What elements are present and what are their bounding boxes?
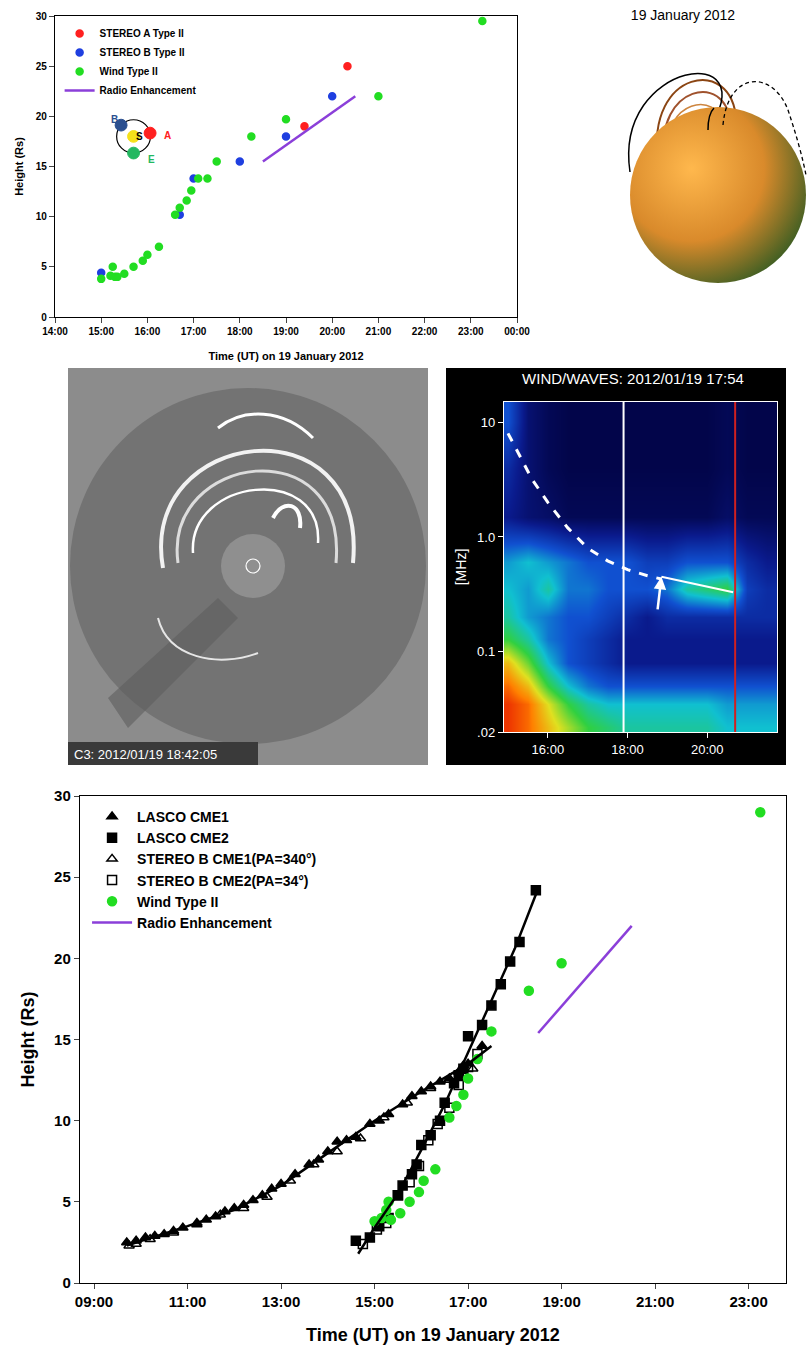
svg-text:LASCO CME1: LASCO CME1	[137, 809, 229, 825]
svg-text:1.0: 1.0	[477, 530, 495, 545]
svg-text:Radio Enhancement: Radio Enhancement	[137, 915, 272, 931]
svg-text:17:00: 17:00	[181, 326, 207, 337]
svg-text:C3: 2012/01/19 18:42:05: C3: 2012/01/19 18:42:05	[74, 747, 217, 762]
svg-text:15:00: 15:00	[355, 1293, 393, 1310]
svg-text:.02: .02	[477, 725, 495, 740]
svg-text:Time (UT) on 19 January 2012: Time (UT) on 19 January 2012	[208, 350, 363, 362]
svg-text:Height (Rs): Height (Rs)	[13, 137, 25, 196]
svg-text:15: 15	[36, 161, 48, 172]
svg-text:20: 20	[54, 950, 71, 967]
svg-text:22:00: 22:00	[412, 326, 438, 337]
svg-text:5: 5	[62, 1193, 70, 1210]
svg-text:10: 10	[481, 415, 495, 430]
svg-text:S: S	[136, 131, 143, 142]
svg-text:21:00: 21:00	[636, 1293, 674, 1310]
svg-text:19 January 2012: 19 January 2012	[631, 7, 736, 23]
svg-text:20:00: 20:00	[691, 742, 724, 757]
svg-text:20: 20	[36, 111, 48, 122]
svg-text:B: B	[111, 114, 118, 125]
svg-text:14:00: 14:00	[42, 326, 68, 337]
svg-text:18:00: 18:00	[227, 326, 253, 337]
svg-text:10: 10	[54, 1112, 71, 1129]
svg-text:16:00: 16:00	[135, 326, 161, 337]
svg-text:5: 5	[41, 261, 47, 272]
svg-text:18:00: 18:00	[611, 742, 644, 757]
svg-text:19:00: 19:00	[542, 1293, 580, 1310]
svg-text:[MHz]: [MHz]	[453, 549, 469, 586]
svg-text:23:00: 23:00	[729, 1293, 767, 1310]
svg-text:11:00: 11:00	[169, 1293, 207, 1310]
svg-text:Time (UT) on 19 January 2012: Time (UT) on 19 January 2012	[306, 1325, 560, 1345]
svg-text:Wind Type II: Wind Type II	[100, 66, 158, 77]
svg-text:LASCO CME2: LASCO CME2	[137, 830, 229, 846]
svg-text:Radio Enhancement: Radio Enhancement	[100, 85, 197, 96]
svg-text:A: A	[164, 130, 171, 141]
svg-text:STEREO B CME2(PA=34°): STEREO B CME2(PA=34°)	[137, 873, 308, 889]
svg-text:STEREO B Type II: STEREO B Type II	[100, 47, 185, 58]
svg-text:STEREO B CME1(PA=340°): STEREO B CME1(PA=340°)	[137, 851, 316, 867]
svg-text:E: E	[148, 154, 155, 165]
svg-text:20:00: 20:00	[319, 326, 345, 337]
svg-text:13:00: 13:00	[262, 1293, 300, 1310]
svg-text:Height (Rs): Height (Rs)	[18, 992, 38, 1088]
svg-text:17:00: 17:00	[449, 1293, 487, 1310]
svg-text:23:00: 23:00	[458, 326, 484, 337]
svg-text:10: 10	[36, 211, 48, 222]
svg-text:25: 25	[54, 868, 71, 885]
svg-text:STEREO A Type II: STEREO A Type II	[100, 28, 184, 39]
svg-text:Wind Type II: Wind Type II	[137, 894, 218, 910]
svg-text:21:00: 21:00	[366, 326, 392, 337]
svg-text:30: 30	[54, 787, 71, 804]
svg-text:00:00: 00:00	[504, 326, 530, 337]
svg-text:09:00: 09:00	[75, 1293, 113, 1310]
svg-text:30: 30	[36, 11, 48, 22]
svg-text:0: 0	[62, 1274, 70, 1291]
svg-text:15: 15	[54, 1031, 71, 1048]
svg-text:15:00: 15:00	[88, 326, 114, 337]
svg-text:25: 25	[36, 61, 48, 72]
svg-text:19:00: 19:00	[273, 326, 299, 337]
svg-text:WIND/WAVES: 2012/01/19 17:54: WIND/WAVES: 2012/01/19 17:54	[522, 370, 744, 387]
svg-text:0.1: 0.1	[477, 644, 495, 659]
svg-text:0: 0	[41, 312, 47, 323]
svg-text:16:00: 16:00	[532, 742, 565, 757]
